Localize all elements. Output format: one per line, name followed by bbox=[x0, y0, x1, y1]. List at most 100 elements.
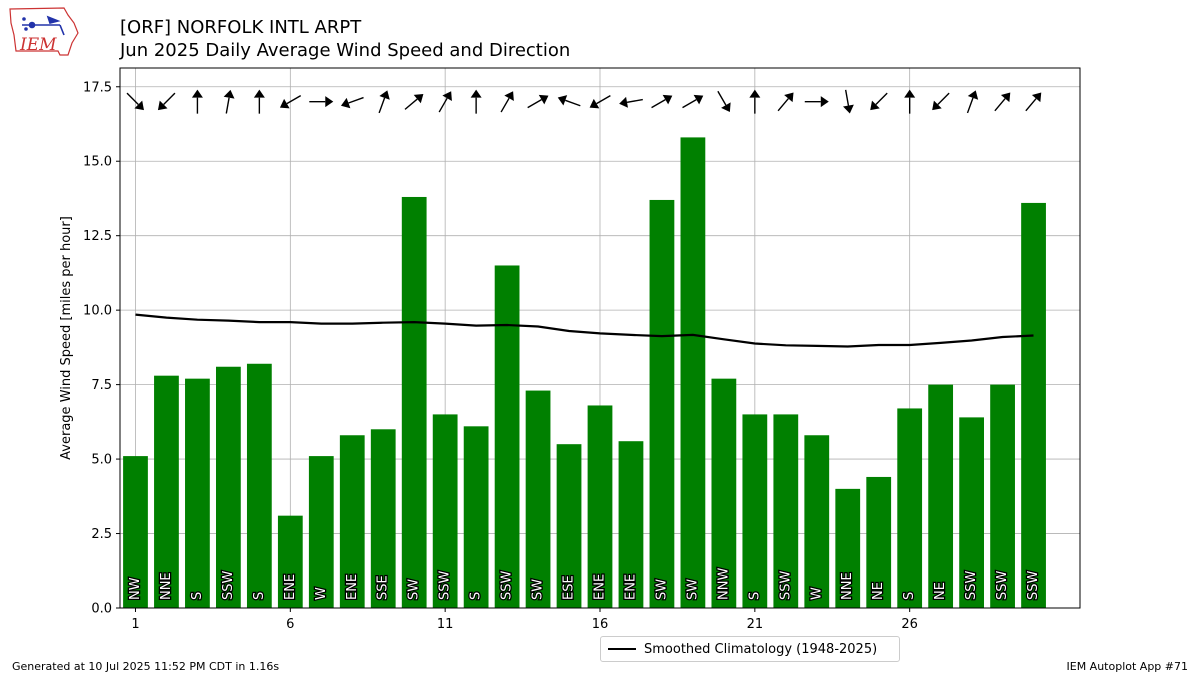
wind-arrow-shaft bbox=[777, 98, 789, 112]
wind-arrow-head bbox=[325, 96, 334, 108]
wind-arrow-head bbox=[721, 102, 731, 113]
direction-label-day-24: NNE bbox=[840, 572, 855, 600]
wind-arrow-shaft bbox=[126, 92, 139, 105]
bar-day-17 bbox=[618, 441, 644, 608]
wind-arrow-day-30 bbox=[1025, 92, 1042, 112]
wind-arrow-head bbox=[504, 91, 514, 101]
bar-day-14 bbox=[525, 390, 551, 608]
wind-arrow-day-13 bbox=[500, 91, 514, 113]
axes: 0.02.55.07.510.012.515.017.51 6 11 16 21 26 bbox=[83, 80, 918, 632]
direction-label-day-16: ENE bbox=[593, 574, 608, 600]
direction-label-day-29: SSW bbox=[995, 570, 1010, 600]
app-credit: IEM Autoplot App #71 bbox=[1066, 660, 1189, 673]
direction-label-day-2: NNE bbox=[159, 572, 174, 600]
wind-arrow-head bbox=[1031, 92, 1042, 103]
wind-arrow-day-14 bbox=[527, 94, 549, 109]
wind-arrow-day-3 bbox=[191, 89, 203, 114]
wind-arrow-head bbox=[843, 104, 854, 114]
direction-label-day-6: ENE bbox=[283, 574, 298, 600]
bar-day-2 bbox=[154, 375, 179, 608]
bar-day-12 bbox=[463, 426, 489, 608]
wind-arrow-shaft bbox=[626, 98, 643, 104]
wind-arrow-day-4 bbox=[223, 89, 235, 114]
wind-arrow-day-27 bbox=[932, 92, 950, 111]
wind-arrow-shaft bbox=[651, 99, 666, 109]
bar-day-15 bbox=[556, 444, 582, 608]
wind-arrow-day-22 bbox=[777, 92, 794, 112]
direction-label-day-17: ENE bbox=[623, 574, 638, 600]
wind-arrow-shaft bbox=[404, 98, 418, 110]
y-tick-label: 15.0 bbox=[83, 155, 112, 170]
wind-arrow-shaft bbox=[844, 89, 850, 106]
wind-arrow-day-2 bbox=[157, 92, 176, 111]
wind-arrow-shaft bbox=[286, 95, 302, 105]
x-tick-label: 11 bbox=[437, 617, 454, 632]
direction-label-day-14: SW bbox=[531, 579, 546, 600]
direction-label-day-8: ENE bbox=[345, 574, 360, 600]
bar-day-1 bbox=[123, 456, 148, 608]
y-tick-label: 0.0 bbox=[91, 602, 112, 617]
y-tick-label: 12.5 bbox=[83, 229, 112, 244]
wind-arrow-day-6 bbox=[279, 95, 302, 109]
bar-day-23 bbox=[804, 435, 830, 608]
wind-arrow-head bbox=[932, 100, 942, 111]
wind-arrow-day-7 bbox=[309, 96, 334, 108]
bar-day-13 bbox=[494, 265, 520, 608]
wind-arrow-head bbox=[442, 91, 452, 101]
direction-label-day-7: W bbox=[314, 587, 329, 600]
bar-day-5 bbox=[246, 363, 272, 608]
wind-arrow-day-15 bbox=[557, 95, 581, 107]
wind-arrow-head bbox=[820, 96, 829, 108]
wind-arrow-head bbox=[223, 89, 235, 99]
wind-arrow-day-18 bbox=[651, 94, 673, 109]
generated-timestamp: Generated at 10 Jul 2025 11:52 PM CDT in… bbox=[12, 660, 280, 673]
logo-text: IEM bbox=[19, 35, 57, 55]
direction-label-day-18: SW bbox=[654, 579, 669, 600]
x-tick-label: 1 bbox=[131, 617, 139, 632]
direction-label-day-22: SSW bbox=[778, 570, 793, 600]
wind-arrow-shaft bbox=[994, 98, 1006, 112]
bar-day-9 bbox=[370, 429, 396, 608]
wind-arrow-day-17 bbox=[619, 96, 643, 108]
wind-arrow-shaft bbox=[378, 97, 386, 114]
legend-line-swatch bbox=[608, 648, 636, 650]
wind-arrow-shaft bbox=[225, 97, 230, 114]
direction-label-day-20: NNW bbox=[716, 568, 731, 600]
wind-arrow-head bbox=[589, 98, 600, 109]
bar-day-26 bbox=[897, 408, 923, 608]
wind-arrow-shaft bbox=[1025, 98, 1037, 112]
wind-arrow-shaft bbox=[438, 97, 448, 113]
x-tick-label: 6 bbox=[286, 617, 294, 632]
direction-label-day-19: SW bbox=[685, 579, 700, 600]
bar-day-28 bbox=[959, 417, 984, 608]
wind-arrow-head bbox=[340, 97, 351, 109]
direction-label-day-25: NE bbox=[871, 582, 886, 600]
x-tick-label: 26 bbox=[901, 617, 918, 632]
bar-day-30 bbox=[1021, 202, 1046, 608]
bar-day-8 bbox=[339, 435, 365, 608]
climatology-series bbox=[135, 313, 1034, 348]
wind-arrow-shaft bbox=[348, 96, 364, 104]
wind-arrow-day-25 bbox=[870, 92, 888, 111]
bar-day-19 bbox=[680, 137, 706, 608]
wind-arrow-head bbox=[379, 90, 390, 100]
bar-day-7 bbox=[308, 456, 334, 608]
wind-arrow-shaft bbox=[966, 97, 974, 114]
wind-arrow-shaft bbox=[937, 92, 950, 105]
bar-day-6 bbox=[277, 515, 303, 608]
y-tick-label: 2.5 bbox=[91, 527, 112, 542]
wind-arrow-head bbox=[557, 95, 568, 106]
chart-title-subtitle: Jun 2025 Daily Average Wind Speed and Di… bbox=[120, 40, 571, 61]
climatology-line bbox=[135, 313, 1034, 348]
wind-arrow-shaft bbox=[500, 97, 510, 113]
y-tick-label: 10.0 bbox=[83, 304, 112, 319]
weather-station-icon bbox=[22, 15, 65, 36]
wind-arrow-day-11 bbox=[438, 91, 452, 113]
wind-arrow-head bbox=[904, 89, 916, 98]
wind-speed-chart: NW NNE S SSW S ENE W ENE SSE SW SSW S SSW SW ESE ENE ENE… bbox=[59, 67, 1081, 632]
wind-arrow-head bbox=[693, 94, 704, 105]
y-tick-label: 5.0 bbox=[91, 453, 112, 468]
wind-arrow-day-21 bbox=[749, 89, 761, 114]
direction-labels: NW NNE S SSW S ENE W ENE SSE SW SSW S SSW SW ESE ENE ENE… bbox=[127, 566, 1043, 601]
bar-day-22 bbox=[773, 414, 799, 608]
